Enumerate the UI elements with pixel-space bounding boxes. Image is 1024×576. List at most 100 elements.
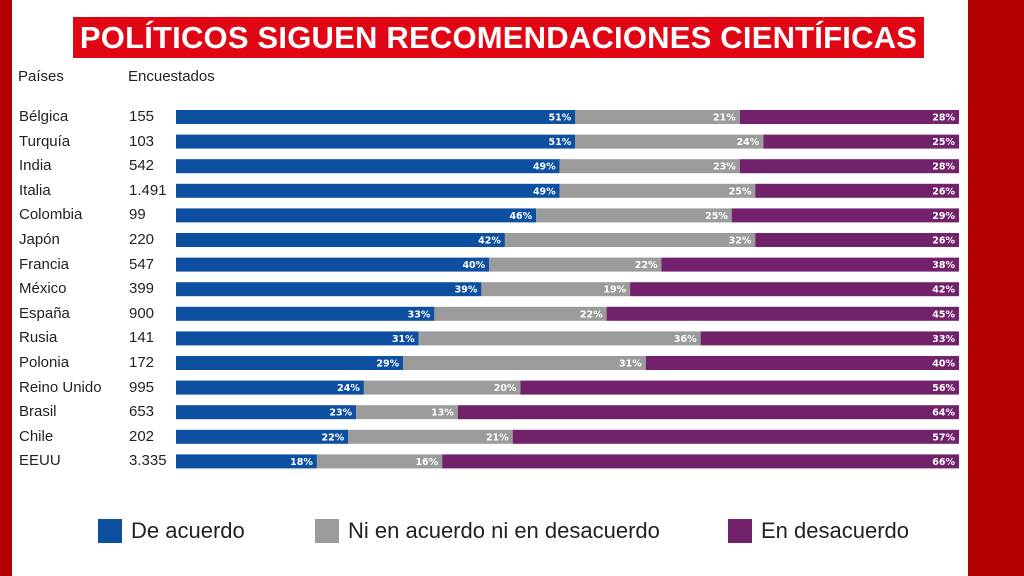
bar-segment bbox=[176, 306, 435, 321]
respondents-value: 3.335 bbox=[129, 452, 167, 470]
data-label: 29% bbox=[376, 359, 399, 370]
bar-segment bbox=[176, 356, 404, 370]
bar-segment bbox=[559, 183, 756, 198]
data-label: 26% bbox=[932, 186, 955, 197]
data-label: 51% bbox=[549, 113, 572, 124]
bar-segment bbox=[176, 110, 576, 124]
data-label: 57% bbox=[932, 432, 955, 443]
data-label: 28% bbox=[932, 113, 955, 124]
bar-segment bbox=[176, 208, 537, 223]
bar-segment bbox=[363, 380, 521, 395]
country-label: Brasil bbox=[19, 403, 57, 421]
bar-segment bbox=[176, 159, 560, 174]
bar-segment bbox=[489, 257, 662, 272]
bar-segment bbox=[176, 380, 364, 395]
data-label: 21% bbox=[713, 113, 736, 124]
legend-swatch bbox=[728, 519, 752, 543]
country-label: México bbox=[19, 280, 67, 298]
bar-segment bbox=[520, 380, 959, 395]
bar-segment bbox=[403, 356, 646, 370]
data-label: 33% bbox=[932, 334, 955, 345]
bar-segment bbox=[739, 110, 959, 124]
respondents-value: 103 bbox=[129, 132, 155, 150]
data-label: 49% bbox=[533, 162, 556, 173]
respondents-value: 141 bbox=[129, 329, 155, 347]
legend-swatch bbox=[98, 519, 122, 543]
data-label: 24% bbox=[337, 383, 360, 394]
data-label: 36% bbox=[674, 334, 697, 345]
country-label: Polonia bbox=[19, 354, 70, 371]
data-label: 29% bbox=[932, 211, 955, 222]
bar-segment bbox=[630, 282, 959, 297]
bar-segment bbox=[442, 454, 959, 469]
respondents-value: 99 bbox=[129, 206, 146, 224]
bar-segment bbox=[176, 257, 490, 272]
bar-segment bbox=[755, 183, 959, 198]
legend-item: En desacuerdo bbox=[728, 518, 909, 544]
respondents-value: 900 bbox=[129, 304, 155, 322]
data-label: 16% bbox=[415, 457, 438, 468]
bar-segment bbox=[418, 331, 701, 346]
country-label: Reino Unido bbox=[19, 378, 102, 396]
bar-segment bbox=[176, 134, 576, 149]
data-label: 51% bbox=[549, 137, 572, 148]
respondents-value: 547 bbox=[129, 255, 155, 273]
bar-segment bbox=[176, 429, 349, 444]
bar-segment bbox=[176, 454, 317, 469]
bar-segment bbox=[755, 233, 959, 247]
data-label: 13% bbox=[431, 408, 454, 419]
data-label: 31% bbox=[619, 359, 642, 370]
bar-segment bbox=[512, 429, 959, 444]
country-label: España bbox=[19, 304, 70, 322]
bar-segment bbox=[661, 257, 959, 272]
country-label: EEUU bbox=[19, 452, 61, 470]
bar-segment bbox=[176, 183, 560, 198]
respondents-value: 220 bbox=[129, 231, 155, 248]
data-label: 28% bbox=[932, 162, 955, 173]
data-label: 22% bbox=[580, 309, 603, 320]
data-label: 39% bbox=[455, 285, 478, 296]
data-label: 42% bbox=[478, 236, 501, 247]
data-label: 32% bbox=[729, 236, 752, 247]
bar-segment bbox=[575, 110, 740, 124]
bar-segment bbox=[504, 233, 756, 247]
bar-segment bbox=[700, 331, 959, 346]
respondents-value: 202 bbox=[129, 427, 155, 445]
country-label: Rusia bbox=[19, 329, 58, 347]
country-label: Francia bbox=[19, 255, 70, 273]
data-label: 42% bbox=[932, 285, 955, 296]
chart-title: POLÍTICOS SIGUEN RECOMENDACIONES CIENTÍF… bbox=[73, 17, 924, 58]
bar-segment bbox=[457, 405, 959, 420]
bar-segment bbox=[176, 233, 505, 247]
data-label: 45% bbox=[932, 309, 955, 320]
bar-segment bbox=[316, 454, 443, 469]
bar-segment bbox=[536, 208, 732, 223]
data-label: 22% bbox=[322, 432, 345, 443]
bar-segment bbox=[575, 134, 764, 149]
data-label: 22% bbox=[635, 260, 658, 271]
data-label: 38% bbox=[932, 260, 955, 271]
data-label: 40% bbox=[932, 359, 955, 370]
respondents-value: 155 bbox=[129, 108, 155, 125]
bar-segment bbox=[176, 405, 357, 420]
data-label: 21% bbox=[486, 432, 509, 443]
data-label: 26% bbox=[932, 236, 955, 247]
country-label: India bbox=[19, 157, 52, 175]
data-label: 31% bbox=[392, 334, 415, 345]
data-label: 64% bbox=[932, 408, 955, 419]
bar-segment bbox=[645, 356, 959, 370]
data-label: 24% bbox=[736, 137, 759, 148]
data-label: 49% bbox=[533, 186, 556, 197]
data-label: 66% bbox=[932, 457, 955, 468]
data-label: 18% bbox=[290, 457, 313, 468]
respondents-value: 542 bbox=[129, 157, 155, 175]
respondents-value: 399 bbox=[129, 280, 155, 298]
country-label: Japón bbox=[19, 231, 60, 248]
data-label: 23% bbox=[713, 162, 736, 173]
country-label: Turquía bbox=[19, 132, 71, 150]
country-label: Colombia bbox=[19, 206, 83, 224]
data-label: 40% bbox=[462, 260, 485, 271]
respondents-value: 1.491 bbox=[129, 181, 167, 199]
data-label: 23% bbox=[329, 408, 352, 419]
